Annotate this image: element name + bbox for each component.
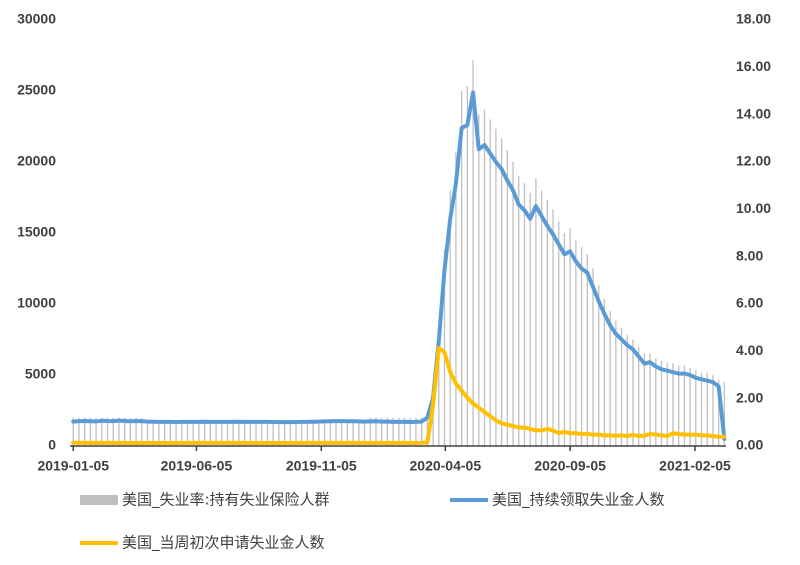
legend-swatch xyxy=(80,495,118,505)
y2-tick-label: 6.00 xyxy=(736,295,763,311)
y-tick-label: 5000 xyxy=(25,366,56,382)
legend-label: 美国_当周初次申请失业金人数 xyxy=(122,534,325,553)
x-tick-label: 2020-04-05 xyxy=(410,458,482,474)
x-tick-label: 2019-06-05 xyxy=(161,458,233,474)
y-tick-label: 15000 xyxy=(17,224,56,240)
legend-label: 美国_失业率:持有失业保险人群 xyxy=(122,491,330,510)
legend-label: 美国_持续领取失业金人数 xyxy=(492,491,665,510)
y-tick-label: 20000 xyxy=(17,153,56,169)
y2-tick-label: 14.00 xyxy=(736,105,771,121)
y-tick-label: 30000 xyxy=(17,11,56,27)
y2-tick-label: 18.00 xyxy=(736,11,771,27)
x-tick-label: 2019-11-05 xyxy=(286,458,357,474)
y-tick-label: 25000 xyxy=(17,82,56,98)
line-series xyxy=(71,346,727,446)
x-tick-label: 2021-02-05 xyxy=(659,458,731,474)
x-tick-label: 2019-01-05 xyxy=(37,458,109,474)
y2-tick-label: 10.00 xyxy=(736,200,771,216)
y2-tick-label: 4.00 xyxy=(736,342,763,358)
y2-tick-label: 8.00 xyxy=(736,247,763,263)
y-tick-label: 10000 xyxy=(17,295,56,311)
y2-tick-label: 16.00 xyxy=(736,58,771,74)
x-tick-label: 2020-09-05 xyxy=(534,458,606,474)
y2-tick-label: 0.00 xyxy=(736,437,763,453)
y2-tick-label: 2.00 xyxy=(736,389,763,405)
y-tick-label: 0 xyxy=(48,437,56,453)
y2-tick-label: 12.00 xyxy=(736,153,771,169)
line-series xyxy=(71,90,727,441)
